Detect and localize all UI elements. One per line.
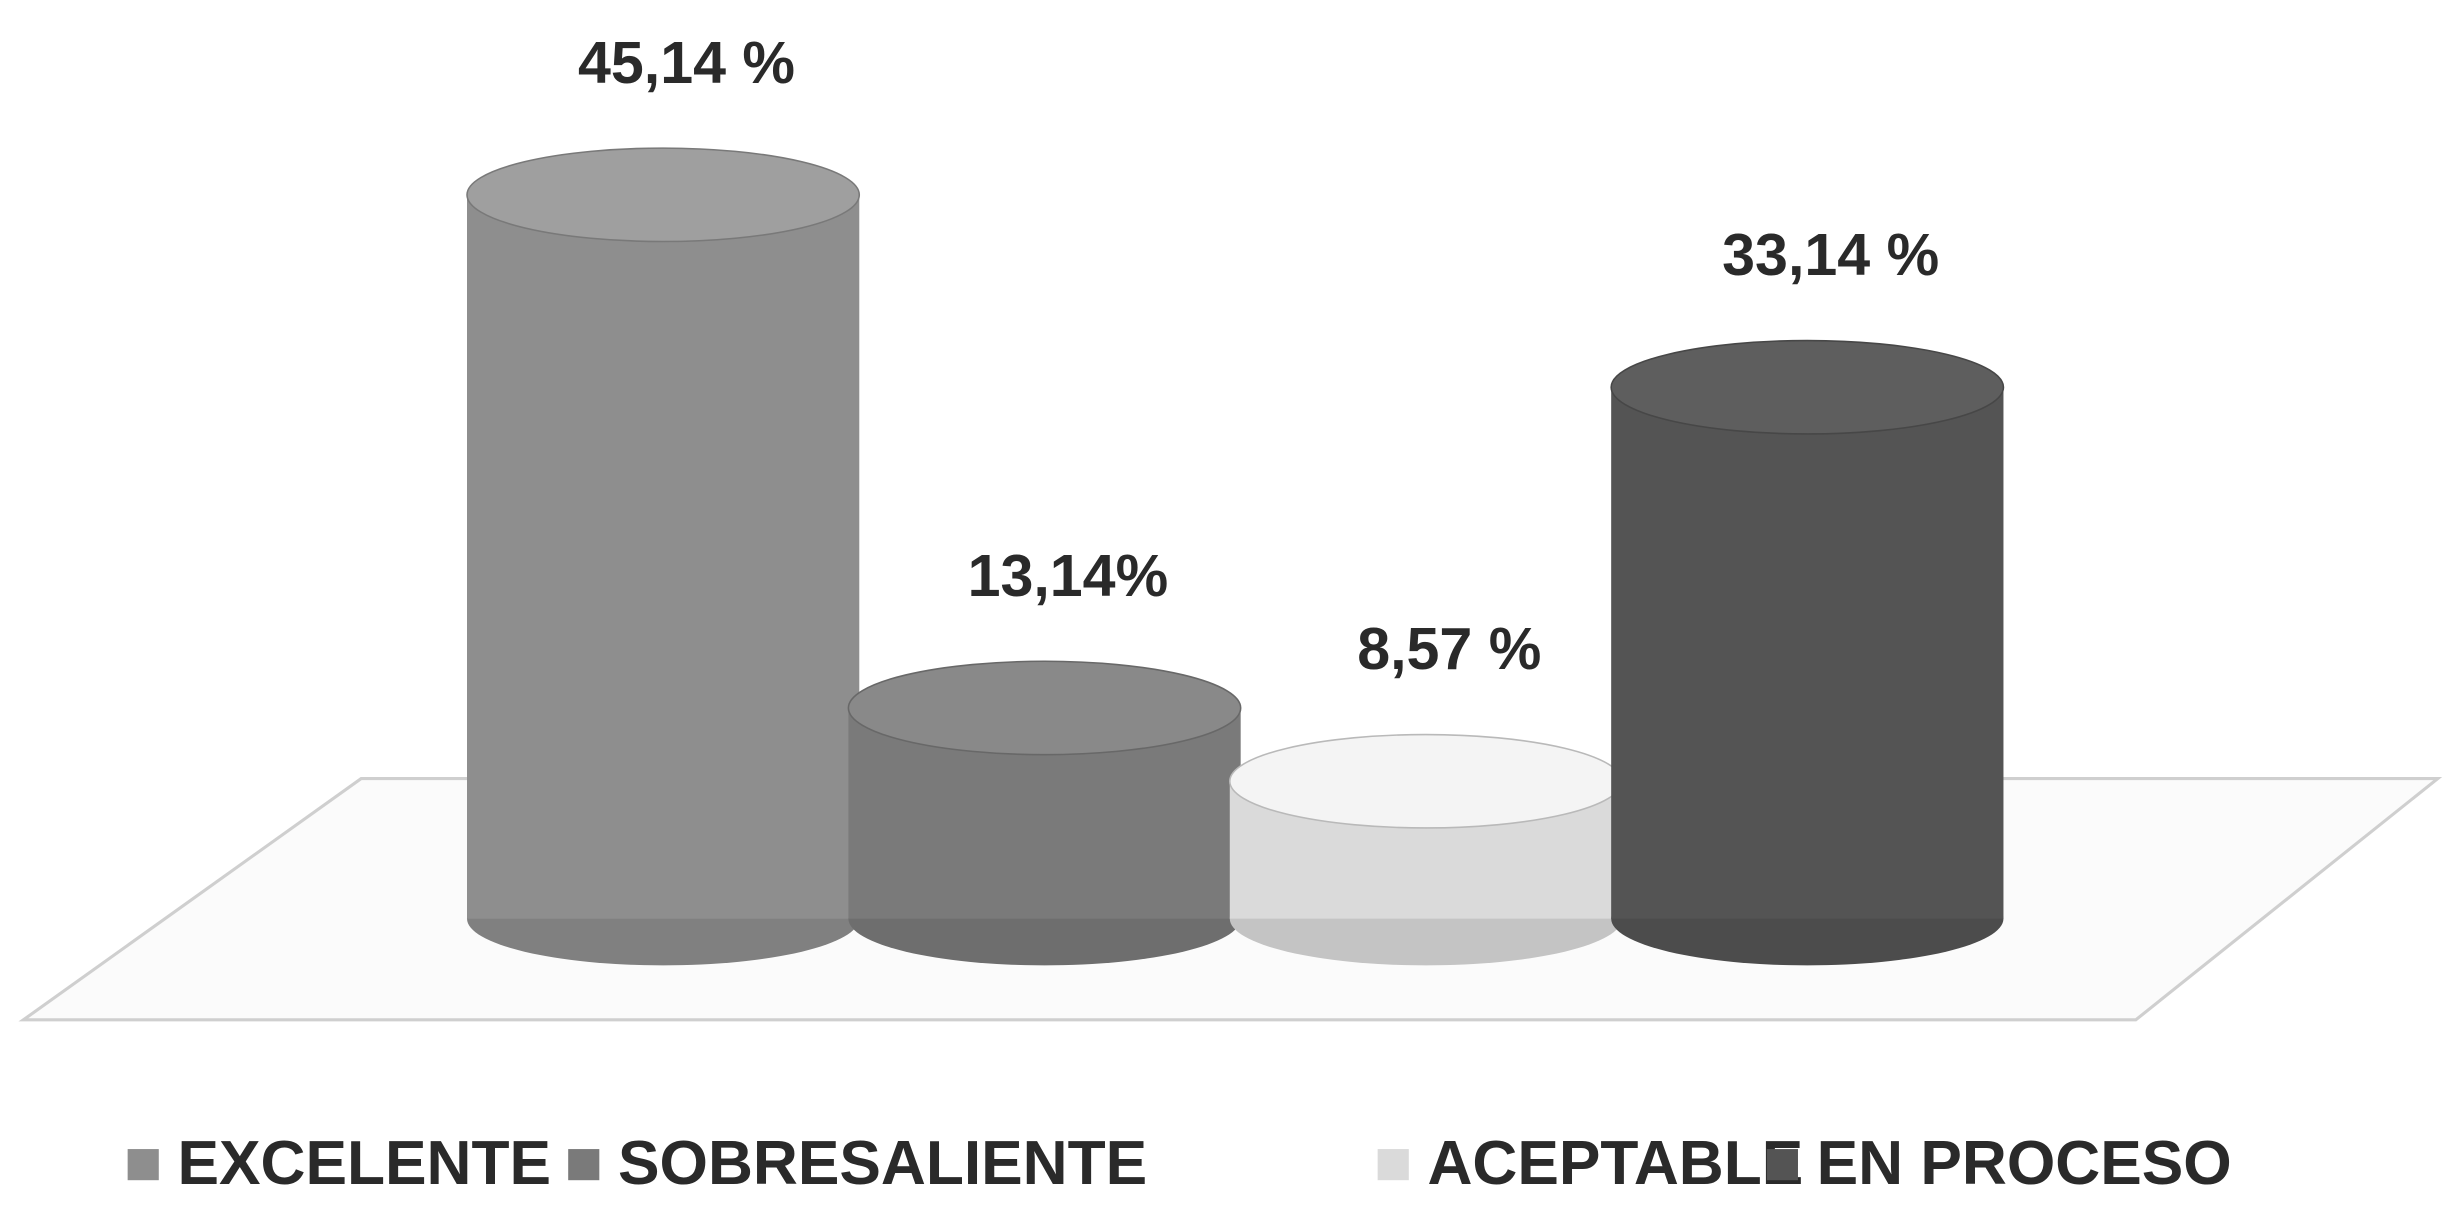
value-label: 33,14 % bbox=[1722, 221, 1939, 288]
legend: EXCELENTE SOBRESALIENTE ACEPTABLE EN PROCES… bbox=[127, 1129, 2232, 1198]
cylinder-body bbox=[467, 194, 860, 919]
value-label: 45,14 % bbox=[578, 29, 795, 96]
cylinder-top bbox=[1229, 733, 1623, 829]
legend-swatch bbox=[568, 1149, 600, 1181]
cylinder bbox=[1610, 339, 2005, 966]
cylinder bbox=[466, 147, 861, 966]
cylinder-top bbox=[1610, 339, 2005, 435]
plot-area: 45,14 % 13,14% 8,57 % 33,14 % bbox=[466, 29, 2005, 966]
legend-swatch bbox=[1377, 1149, 1409, 1181]
value-label: 8,57 % bbox=[1357, 615, 1541, 682]
cylinder bbox=[1229, 733, 1623, 966]
cylinder-top bbox=[847, 660, 1242, 756]
value-label: 13,14% bbox=[968, 542, 1169, 609]
legend-swatch bbox=[127, 1149, 159, 1181]
cylinder-body bbox=[1611, 387, 2004, 919]
legend-label: EXCELENTE bbox=[177, 1129, 551, 1198]
legend-label: SOBRESALIENTE bbox=[618, 1129, 1147, 1198]
cylinder-top bbox=[466, 147, 861, 243]
legend-label: ACEPTABLE bbox=[1427, 1129, 1803, 1198]
legend-label: EN PROCESO bbox=[1817, 1129, 2232, 1198]
legend-swatch bbox=[1766, 1149, 1798, 1181]
cylinder bbox=[847, 660, 1242, 966]
